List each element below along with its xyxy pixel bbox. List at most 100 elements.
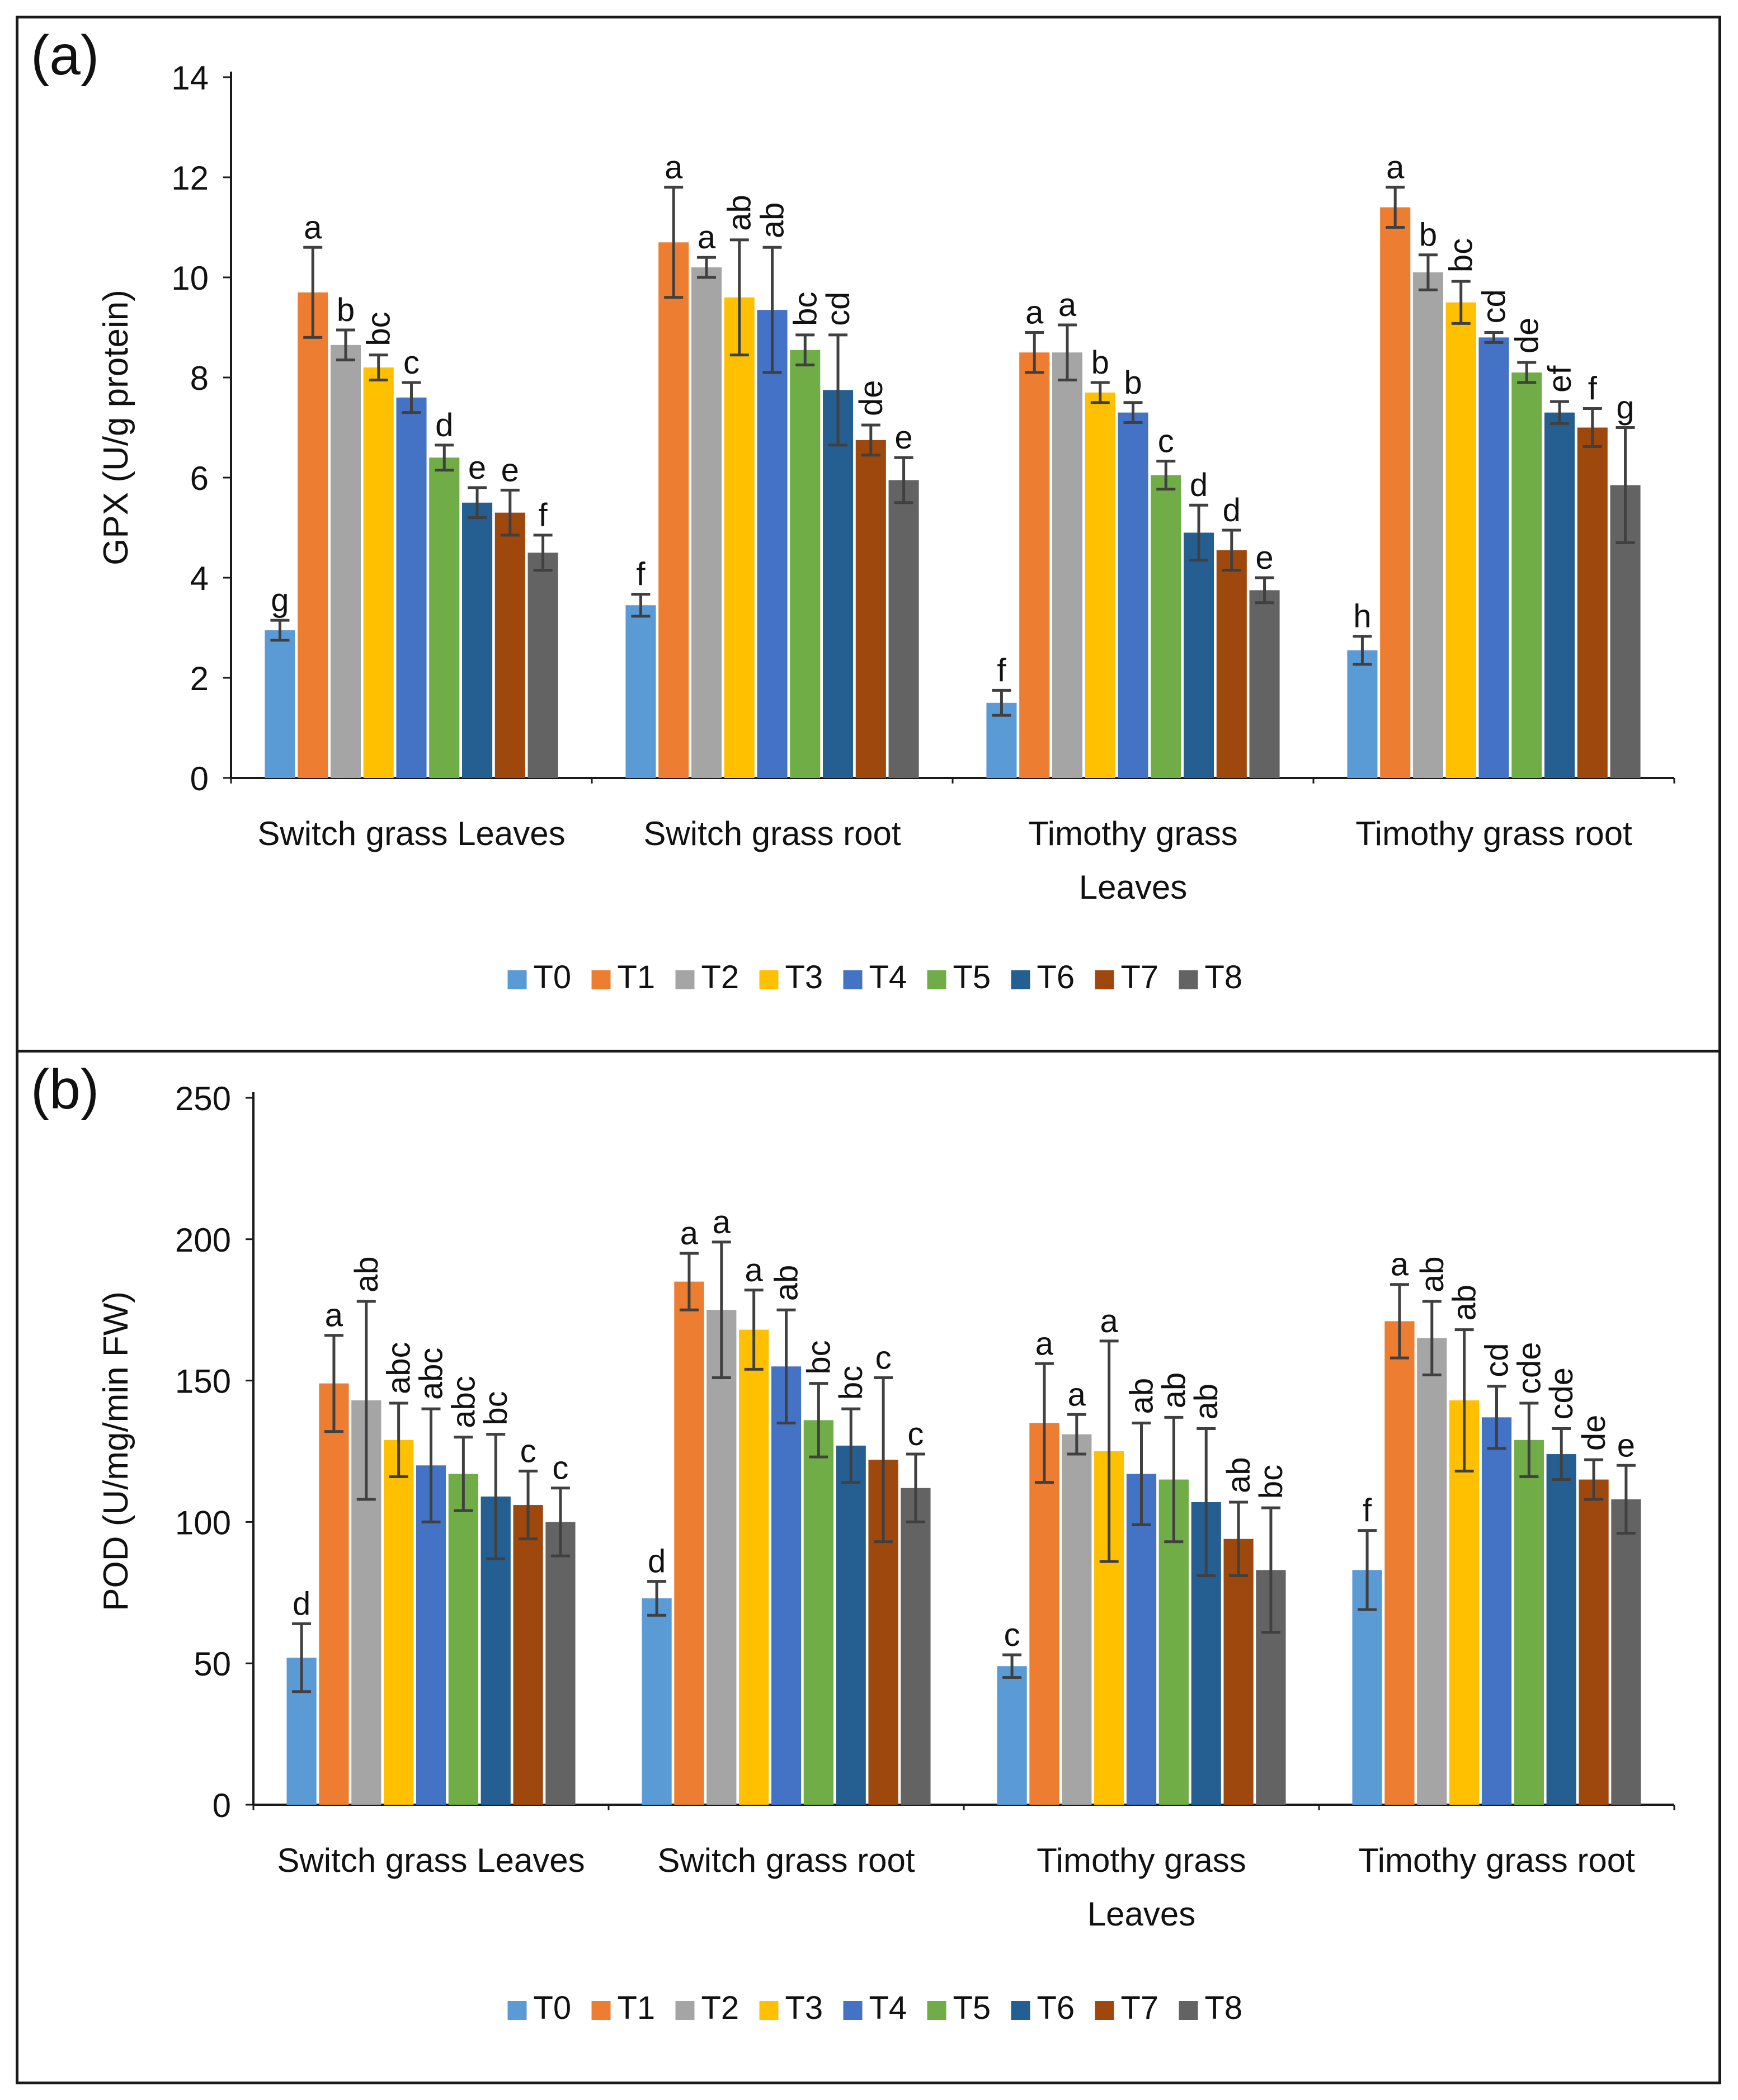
bar-t8-cat1 (545, 1522, 576, 1805)
bar-t7-cat3 (1216, 550, 1247, 778)
legend-label: T0 (534, 959, 572, 995)
significance-letter: ab (1414, 1257, 1450, 1293)
x-tick-label: Timothy grass Leaves (1037, 1842, 1246, 1933)
significance-letter: h (1353, 598, 1371, 635)
significance-letter: f (539, 497, 548, 534)
significance-letter: d (1223, 492, 1241, 528)
bar-t2-cat4 (1417, 1338, 1447, 1805)
significance-letter: ab (1156, 1372, 1192, 1409)
y-tick-label: 100 (175, 1504, 231, 1541)
legend-label: T1 (618, 1990, 656, 2026)
significance-letter: abc (445, 1376, 482, 1428)
significance-letter: b (337, 292, 355, 328)
legend-swatch (675, 2001, 695, 2020)
legend-swatch (507, 970, 527, 989)
significance-letter: de (1576, 1415, 1612, 1451)
bar-t8-cat1 (527, 553, 558, 778)
y-tick-label: 2 (190, 660, 209, 697)
bar-t6-cat2 (836, 1445, 866, 1805)
legend-swatch (927, 2001, 946, 2020)
bar-t0-cat1 (265, 630, 295, 778)
bar-t7-cat3 (1223, 1539, 1254, 1805)
bar-t6-cat3 (1184, 532, 1214, 778)
legend-label: T6 (1037, 1990, 1075, 2026)
bar-t6-cat4 (1546, 1454, 1576, 1805)
x-tick-label: Timothy grass Leaves (1028, 815, 1238, 906)
x-tick-label: Switch grass Leaves (257, 815, 565, 852)
significance-letter: e (894, 419, 912, 456)
legend-item-t3: T3 (759, 1990, 823, 2026)
bar-t5-cat1 (429, 457, 460, 778)
significance-letter: cd (1476, 289, 1513, 323)
legend-swatch (759, 970, 779, 989)
significance-letter: g (271, 582, 289, 619)
significance-letter: a (1035, 1325, 1054, 1362)
legend-label: T5 (953, 959, 991, 995)
legend-item-t8: T8 (1179, 1990, 1243, 2026)
bar-t3-cat2 (724, 297, 755, 778)
x-tick-label-line: Leaves (1079, 869, 1187, 906)
significance-letter: f (1588, 370, 1598, 407)
bar-t2-cat4 (1412, 272, 1443, 778)
bar-t1-cat4 (1384, 1321, 1415, 1805)
bar-t5-cat2 (803, 1420, 833, 1805)
significance-letter: cde (1543, 1367, 1580, 1420)
legend-label: T7 (1121, 959, 1159, 995)
bar-t3-cat3 (1085, 392, 1115, 778)
significance-letter: a (325, 1297, 343, 1334)
significance-letter: d (293, 1585, 310, 1622)
legend-swatch (507, 2001, 527, 2020)
legend-label: T5 (953, 1990, 991, 2026)
significance-letter: bc (800, 1340, 837, 1374)
legend-label: T2 (701, 959, 740, 995)
x-tick-label-line: Leaves (1087, 1895, 1195, 1933)
legend-item-t6: T6 (1011, 1990, 1075, 2026)
legend-swatch (843, 970, 863, 989)
y-tick-label: 10 (171, 259, 209, 297)
y-tick-label: 250 (175, 1080, 231, 1117)
bar-t5-cat4 (1514, 1440, 1544, 1805)
panel-a: (a) 0 2 4 6 8 10 12 14 GPX (U/g protein) g a b bc c d e… (16, 16, 1721, 1053)
significance-letter: a (745, 1252, 764, 1289)
legend-swatch (843, 2001, 863, 2020)
bar-t3-cat2 (739, 1329, 769, 1805)
significance-letter: abc (381, 1342, 417, 1395)
bar-t1-cat3 (1019, 352, 1050, 778)
bar-t8-cat2 (901, 1488, 931, 1805)
legend-label: T4 (869, 1990, 907, 2026)
significance-letter: c (1158, 423, 1174, 459)
significance-letter: abc (413, 1348, 450, 1400)
legend-item-t8: T8 (1179, 959, 1242, 995)
bar-t2-cat3 (1052, 352, 1082, 778)
significance-letter: ab (1221, 1457, 1257, 1493)
significance-letter: ab (755, 202, 791, 239)
significance-letter: c (403, 345, 420, 381)
panel-label-a: (a) (31, 24, 100, 87)
legend-label: T2 (701, 1990, 740, 2026)
panel-b: (b) 0 50 100 150 200 250 POD (U/mg/min FW) d a ab… (16, 1050, 1721, 2084)
significance-letter: a (1391, 1247, 1409, 1283)
significance-letter: a (1068, 1376, 1086, 1413)
y-tick-label: 0 (190, 760, 209, 797)
significance-letter: a (665, 149, 683, 186)
significance-letter: bc (1443, 238, 1480, 272)
significance-letter: c (875, 1340, 892, 1376)
significance-letter: a (1025, 294, 1044, 331)
significance-letter: d (648, 1544, 666, 1580)
x-tick-label: Timothy grass root (1355, 815, 1632, 852)
significance-letter: b (1124, 365, 1142, 401)
legend-label: T8 (1205, 1990, 1243, 2026)
bar-t8-cat4 (1611, 1499, 1641, 1805)
legend-swatch (1095, 2001, 1114, 2020)
bar-t2-cat2 (691, 267, 722, 778)
legend-item-t7: T7 (1095, 1990, 1158, 2026)
y-tick-label: 150 (175, 1363, 231, 1400)
legend-item-t1: T1 (591, 959, 655, 995)
y-tick-label: 50 (194, 1645, 231, 1683)
significance-letter: a (304, 209, 322, 246)
significance-letter: d (1190, 467, 1208, 503)
significance-letter: a (698, 219, 716, 256)
